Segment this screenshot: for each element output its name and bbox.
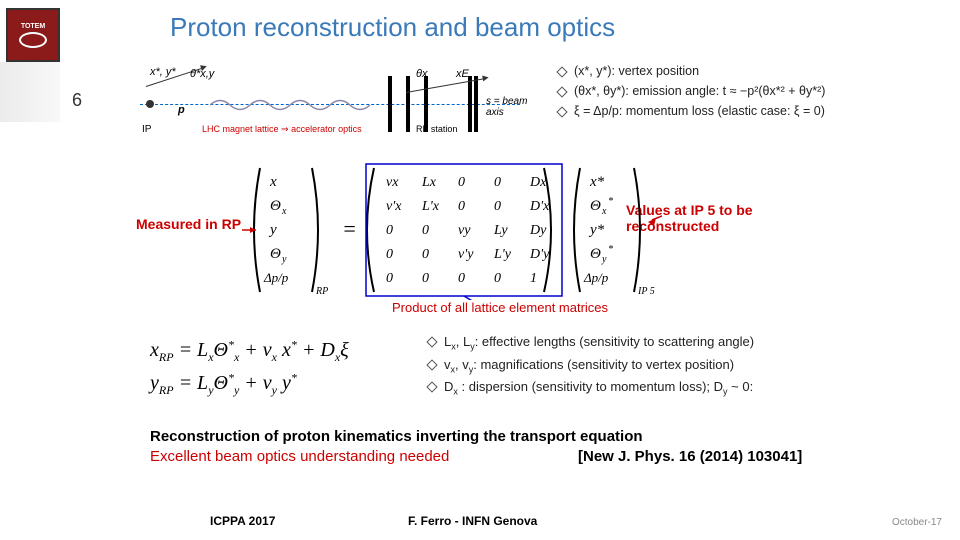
svg-text:v'y: v'y [458, 247, 474, 262]
svg-text:x: x [281, 206, 287, 217]
svg-text:v'x: v'x [386, 199, 402, 214]
svg-text:0: 0 [422, 271, 429, 286]
slide-title: Proton reconstruction and beam optics [170, 12, 615, 43]
svg-text:x: x [601, 206, 607, 217]
lhc-caption: LHC magnet lattice ⇒ accelerator optics [202, 124, 362, 135]
beam-diagram: x*, y* θ*x,y p IP LHC magnet lattice ⇒ a… [130, 66, 530, 141]
svg-text:x*: x* [589, 174, 605, 190]
label-p: p [178, 104, 185, 116]
svg-text:Δp/p: Δp/p [583, 270, 609, 285]
svg-text:0: 0 [386, 223, 393, 238]
svg-text:0: 0 [422, 247, 429, 262]
transport-equations: xRP = LxΘ*x + vx x* + Dxξ yRP = LyΘ*y + … [150, 334, 349, 400]
bullet-text: vx, vy: magnifications (sensitivity to v… [444, 357, 734, 375]
label-xy: x*, y* [150, 66, 176, 78]
eq-y: yRP = LyΘ*y + vy y* [150, 367, 349, 400]
svg-text:Dy: Dy [529, 223, 547, 238]
label-sbeam: s = beam axis [486, 96, 530, 118]
totem-logo: TOTEM [6, 8, 60, 62]
matrix-svg: x Θx y Θy Δp/p RP = vx Lx 0 0 Dx v'x L'x 0 0 D'x 0… [242, 160, 662, 300]
svg-text:vy: vy [458, 223, 471, 238]
svg-text:Θ: Θ [270, 246, 281, 262]
svg-text:0: 0 [458, 199, 465, 214]
svg-text:=: = [342, 216, 357, 241]
svg-text:1: 1 [530, 271, 537, 286]
svg-text:*: * [608, 244, 613, 255]
diamond-icon [426, 382, 437, 393]
bullet-text: (x*, y*): vertex position [574, 64, 699, 78]
rp-detectors-2 [468, 76, 478, 132]
bullet-text: Lx, Ly: effective lengths (sensitivity t… [444, 334, 754, 352]
label-xe: xE [456, 68, 469, 80]
svg-text:Θ: Θ [590, 246, 601, 262]
svg-text:vx: vx [386, 175, 399, 190]
label-ip: IP [142, 124, 151, 135]
svg-text:0: 0 [386, 271, 393, 286]
svg-text:x: x [269, 174, 277, 190]
svg-text:Θ: Θ [270, 198, 281, 214]
diamond-icon [426, 359, 437, 370]
bullet-text: Dx : dispersion (sensitivity to momentum… [444, 379, 753, 397]
kinematics-bullets: (x*, y*): vertex position (θx*, θy*): em… [558, 64, 825, 124]
diamond-icon [556, 106, 567, 117]
footer-conference: ICPPA 2017 [210, 514, 275, 528]
label-theta: θ*x,y [190, 68, 214, 80]
svg-text:Ly: Ly [493, 223, 508, 238]
svg-text:0: 0 [494, 271, 501, 286]
reference: [New J. Phys. 16 (2014) 103041] [578, 448, 802, 465]
eq-x: xRP = LxΘ*x + vx x* + Dxξ [150, 334, 349, 367]
svg-text:0: 0 [494, 199, 501, 214]
svg-text:0: 0 [458, 175, 465, 190]
svg-text:y: y [268, 222, 277, 238]
svg-text:Lx: Lx [421, 175, 437, 190]
svg-text:y: y [601, 254, 607, 265]
measured-label: Measured in RP [136, 216, 241, 232]
svg-text:*: * [608, 196, 613, 207]
svg-text:0: 0 [494, 175, 501, 190]
lattice-wave [210, 96, 380, 114]
transport-matrix: Measured in RP Values at IP 5 to be reco… [136, 160, 826, 315]
diamond-icon [426, 336, 437, 347]
bullet-text: ξ = Δp/p: momentum loss (elastic case: ξ… [574, 104, 825, 118]
svg-text:RP: RP [315, 286, 328, 297]
parameter-bullets: Lx, Ly: effective lengths (sensitivity t… [428, 334, 754, 402]
svg-text:y: y [281, 254, 287, 265]
logo-text: TOTEM [21, 23, 45, 30]
conclusion-line2: Excellent beam optics understanding need… [150, 448, 449, 465]
svg-text:L'y: L'y [493, 247, 512, 262]
diamond-icon [556, 66, 567, 77]
svg-text:IP 5: IP 5 [637, 286, 655, 297]
footer-author: F. Ferro - INFN Genova [408, 514, 537, 528]
bullet-text: (θx*, θy*): emission angle: t ≈ −p²(θx*²… [574, 84, 825, 98]
svg-text:L'x: L'x [421, 199, 440, 214]
conclusion-line1: Reconstruction of proton kinematics inve… [150, 428, 643, 445]
ip-vertex [146, 100, 154, 108]
svg-text:D'y: D'y [529, 247, 550, 262]
svg-text:y*: y* [588, 222, 605, 238]
svg-text:0: 0 [386, 247, 393, 262]
footer-date: October-17 [892, 517, 942, 528]
label-thetax: θx [416, 68, 427, 80]
page-number: 6 [72, 90, 82, 111]
svg-text:Δp/p: Δp/p [263, 270, 289, 285]
diamond-icon [556, 86, 567, 97]
svg-text:0: 0 [422, 223, 429, 238]
svg-text:Dx: Dx [529, 175, 547, 190]
page-num-bg [0, 62, 60, 122]
svg-text:Θ: Θ [590, 198, 601, 214]
label-rp: RP station [416, 124, 457, 134]
svg-text:0: 0 [458, 271, 465, 286]
product-label: Product of all lattice element matrices [392, 300, 608, 315]
svg-text:D'x: D'x [529, 199, 550, 214]
